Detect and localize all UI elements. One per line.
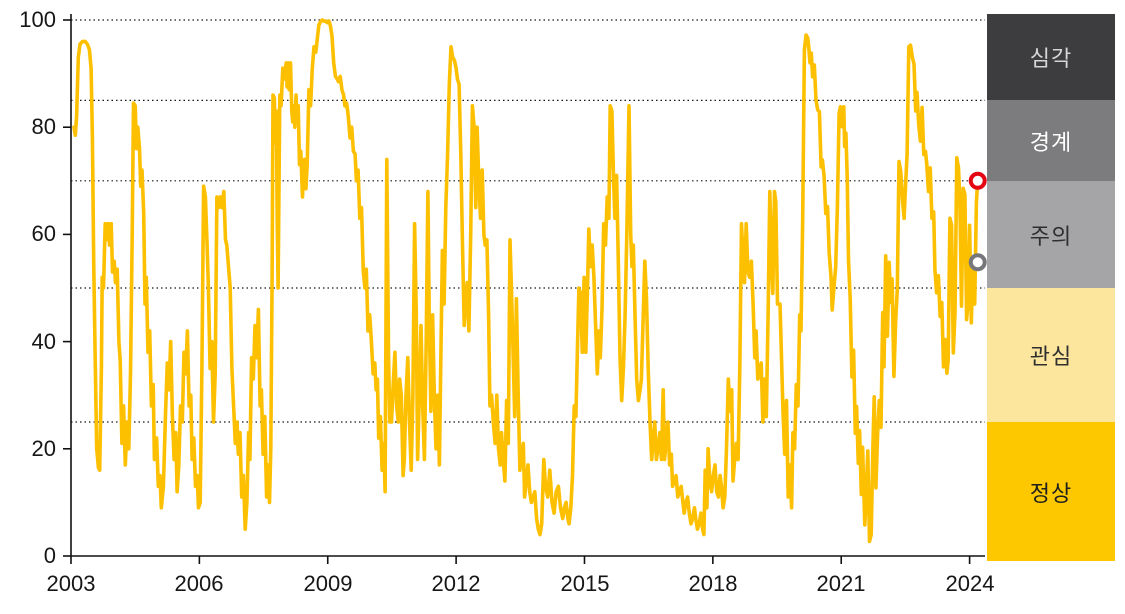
legend-band-caution-label: 주의 [1029, 223, 1073, 249]
x-tick-label-2009: 2009 [303, 571, 353, 596]
x-tick-label-2018: 2018 [688, 571, 738, 596]
x-tick-label-2006: 2006 [174, 571, 224, 596]
legend-band-alert: 경계 [987, 100, 1115, 181]
legend-band-severe-label: 심각 [1029, 46, 1073, 71]
y-tick-label-40: 40 [31, 329, 56, 354]
x-tick-label-2015: 2015 [560, 571, 610, 596]
legend-band-alert-label: 경계 [1029, 129, 1073, 155]
x-tick-label-2003: 2003 [46, 571, 96, 596]
reference-point-marker [968, 253, 987, 272]
y-tick-label-0: 0 [43, 543, 56, 568]
legend-band-caution: 주의 [987, 181, 1115, 288]
y-tick-label-80: 80 [31, 114, 56, 139]
legend-band-normal: 정상 [987, 422, 1115, 561]
legend-band-severe: 심각 [987, 14, 1115, 100]
latest-point-marker [968, 171, 987, 190]
legend-band-interest: 관심 [987, 288, 1115, 422]
y-tick-label-100: 100 [19, 7, 56, 32]
y-tick-label-60: 60 [31, 221, 56, 246]
severity-band-legend: 심각 경계 주의 관심 정상 [987, 0, 1115, 614]
stress-index-line [72, 18, 980, 544]
x-tick-label-2024: 2024 [945, 571, 995, 596]
y-tick-label-20: 20 [31, 436, 56, 461]
x-tick-label-2021: 2021 [816, 571, 866, 596]
legend-band-interest-label: 관심 [1029, 344, 1073, 369]
x-tick-label-2012: 2012 [431, 571, 481, 596]
legend-band-normal-label: 정상 [1029, 480, 1073, 506]
